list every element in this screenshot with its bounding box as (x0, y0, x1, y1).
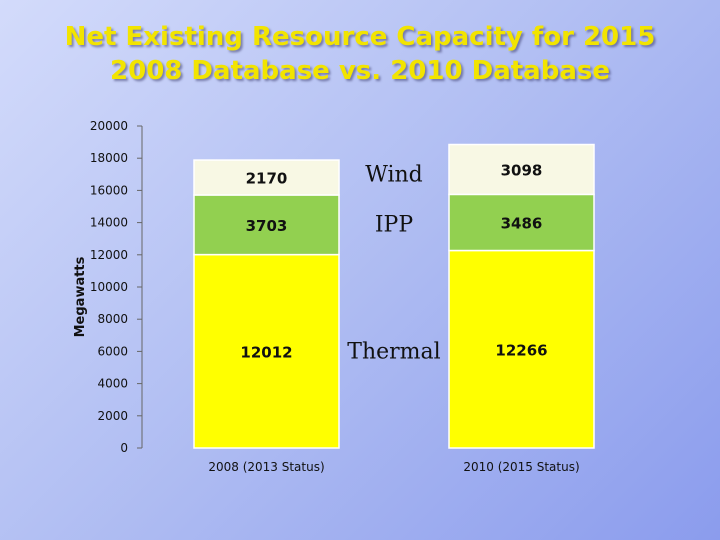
y-axis: 0 2000 4000 6000 8000 10000 12000 14000 16000 180… (90, 119, 143, 455)
series-label-ipp: IPP (375, 213, 413, 238)
series-label-thermal: Thermal (347, 339, 440, 364)
bar-segment-ipp (448, 193, 595, 252)
y-tick-label: 4000 (97, 377, 128, 391)
y-tick-label: 16000 (90, 183, 128, 197)
bars: 12012 3703 2170 12266 3486 3098 (193, 143, 595, 449)
data-label: 12012 (240, 343, 292, 361)
data-label: 3486 (501, 214, 543, 232)
data-label: 3703 (246, 217, 288, 235)
bar-segment-wind (193, 159, 340, 196)
category-label: 2010 (2015 Status) (463, 460, 579, 474)
bar-segment-wind (448, 143, 595, 196)
chart-title-line-2: 2008 Database vs. 2010 Database (110, 56, 610, 86)
series-labels: Thermal IPP Wind (347, 162, 440, 364)
chart-title-line-1: Net Existing Resource Capacity for 2015 (64, 22, 656, 52)
y-tick-label: 20000 (90, 119, 128, 133)
data-label: 12266 (495, 341, 547, 359)
y-tick-label: 8000 (97, 312, 128, 326)
y-tick-label: 14000 (90, 216, 128, 230)
category-label: 2008 (2013 Status) (208, 460, 324, 474)
y-tick-label: 6000 (97, 344, 128, 358)
y-tick-label: 12000 (90, 248, 128, 262)
category-labels: 2008 (2013 Status) 2010 (2015 Status) (208, 460, 579, 474)
y-tick-label: 0 (120, 441, 128, 455)
y-axis-label: Megawatts (73, 256, 88, 337)
bar-segment-thermal (448, 249, 595, 449)
data-label: 3098 (501, 161, 543, 179)
series-label-wind: Wind (365, 162, 423, 187)
y-tick-label: 10000 (90, 280, 128, 294)
y-tick-label: 18000 (90, 151, 128, 165)
data-label: 2170 (246, 170, 288, 188)
y-tick-label: 2000 (97, 409, 128, 423)
